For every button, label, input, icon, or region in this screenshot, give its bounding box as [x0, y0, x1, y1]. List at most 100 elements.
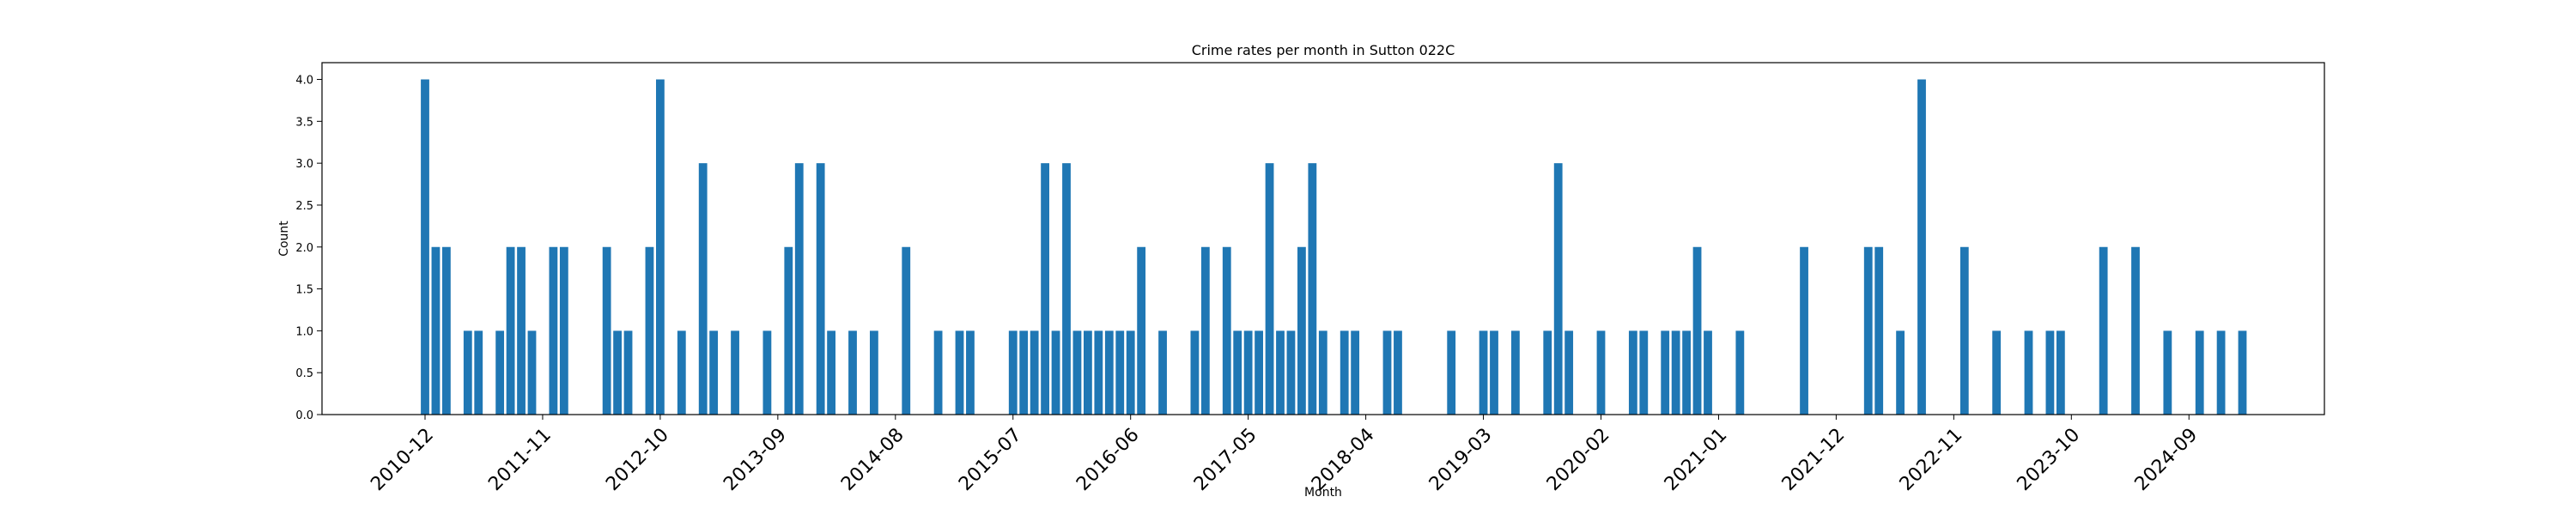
bar-2017-12 [1318, 330, 1327, 415]
bar-2024-04 [2131, 246, 2140, 415]
bar-2013-02 [698, 163, 708, 415]
bar-2015-02 [955, 330, 964, 415]
x-tick-label: 2012-10 [602, 424, 673, 495]
bar-2020-05 [1628, 330, 1637, 415]
x-axis-label: Month [1304, 486, 1342, 500]
bar-2022-06 [1896, 330, 1905, 415]
bar-2014-04 [848, 330, 857, 415]
bar-2014-01 [816, 163, 825, 415]
bar-2022-04 [1874, 246, 1884, 415]
bar-2017-10 [1297, 246, 1306, 415]
y-tick-label: 1.0 [295, 325, 313, 338]
bar-2017-09 [1286, 330, 1296, 415]
bar-series [421, 79, 2247, 415]
bar-2022-08 [1917, 79, 1926, 415]
bar-2011-05 [474, 330, 483, 415]
x-tick-label: 2023-10 [2014, 424, 2085, 495]
bar-2016-03 [1094, 330, 1103, 415]
bar-2021-03 [1735, 330, 1745, 415]
bar-2017-01 [1200, 246, 1210, 415]
bar-2017-08 [1276, 330, 1285, 415]
bar-2010-12 [421, 79, 429, 415]
y-tick-label: 2.0 [295, 242, 313, 255]
bar-2013-11 [794, 163, 804, 415]
bar-2020-08 [1661, 330, 1670, 415]
bar-2023-06 [2024, 330, 2033, 415]
bar-2020-06 [1639, 330, 1649, 415]
bar-2018-07 [1394, 330, 1402, 415]
bar-2022-03 [1863, 246, 1873, 415]
y-axis-ticks: 0.0 0.5 1.0 1.5 2.0 2.5 3.0 3.5 4.0 [295, 75, 322, 422]
x-tick-label: 2019-03 [1425, 424, 1497, 495]
y-tick-label: 1.5 [295, 284, 313, 297]
bar-2014-09 [902, 246, 911, 415]
bar-2012-12 [677, 330, 686, 415]
bar-2025-02 [2238, 330, 2247, 415]
x-tick-label: 2015-07 [955, 424, 1026, 495]
bar-2016-05 [1115, 330, 1125, 415]
bar-2019-03 [1479, 330, 1488, 415]
y-tick-label: 3.0 [295, 158, 313, 171]
y-tick-label: 2.5 [295, 200, 313, 213]
bar-2019-06 [1511, 330, 1520, 415]
bar-2018-06 [1382, 330, 1392, 415]
bar-2018-12 [1447, 330, 1456, 415]
bar-2023-03 [1992, 330, 2002, 415]
bar-2015-12 [1062, 163, 1071, 415]
bar-2012-06 [613, 330, 622, 415]
bar-2011-09 [517, 246, 526, 415]
x-tick-label: 2021-01 [1661, 424, 1732, 495]
bar-2021-09 [1800, 246, 1808, 415]
bar-2012-01 [559, 246, 568, 415]
bar-2011-12 [549, 246, 558, 415]
bar-2017-07 [1265, 163, 1274, 415]
bar-2015-10 [1041, 163, 1049, 415]
bar-2024-07 [2163, 330, 2172, 415]
x-tick-label: 2017-05 [1190, 424, 1261, 495]
bar-2016-01 [1072, 330, 1082, 415]
bar-2016-12 [1190, 330, 1200, 415]
bar-2012-09 [645, 246, 654, 415]
x-tick-label: 2011-11 [484, 424, 556, 495]
bar-2019-04 [1490, 330, 1498, 415]
bar-2013-10 [784, 246, 793, 415]
bar-2020-12 [1704, 330, 1712, 415]
bar-2020-09 [1671, 330, 1680, 415]
bar-2012-07 [623, 330, 633, 415]
x-tick-label: 2024-09 [2131, 424, 2202, 495]
bar-2013-03 [709, 330, 719, 415]
bar-2017-03 [1222, 246, 1231, 415]
chart-title: Crime rates per month in Sutton 022C [1192, 42, 1455, 58]
bar-2014-06 [870, 330, 878, 415]
bar-2017-05 [1243, 330, 1253, 415]
bar-2023-09 [2056, 330, 2065, 415]
bar-2020-02 [1596, 330, 1606, 415]
bar-2011-02 [442, 246, 451, 415]
x-tick-label: 2014-08 [837, 424, 908, 495]
bar-2017-11 [1308, 163, 1317, 415]
bar-2019-11 [1564, 330, 1574, 415]
x-tick-label: 2022-11 [1896, 424, 1967, 495]
bar-2016-07 [1137, 246, 1146, 415]
y-axis-label: Count [277, 221, 291, 257]
y-tick-label: 0.0 [295, 409, 313, 422]
bar-2016-06 [1126, 330, 1135, 415]
bar-2013-08 [762, 330, 772, 415]
x-tick-label: 2013-09 [720, 424, 791, 495]
bar-2011-07 [495, 330, 505, 415]
plot-area [321, 62, 2325, 415]
bar-2016-02 [1084, 330, 1092, 415]
bar-2015-07 [1008, 330, 1018, 415]
bar-2024-01 [2099, 246, 2108, 415]
bar-2014-12 [933, 330, 943, 415]
bar-2017-06 [1255, 330, 1263, 415]
bar-2012-05 [602, 246, 611, 415]
x-tick-label: 2018-04 [1308, 424, 1379, 495]
bar-2016-04 [1104, 330, 1114, 415]
bar-2015-11 [1051, 330, 1060, 415]
bar-2023-08 [2045, 330, 2055, 415]
bar-2015-03 [966, 330, 975, 415]
bar-2017-04 [1233, 330, 1242, 415]
bar-2018-02 [1340, 330, 1349, 415]
